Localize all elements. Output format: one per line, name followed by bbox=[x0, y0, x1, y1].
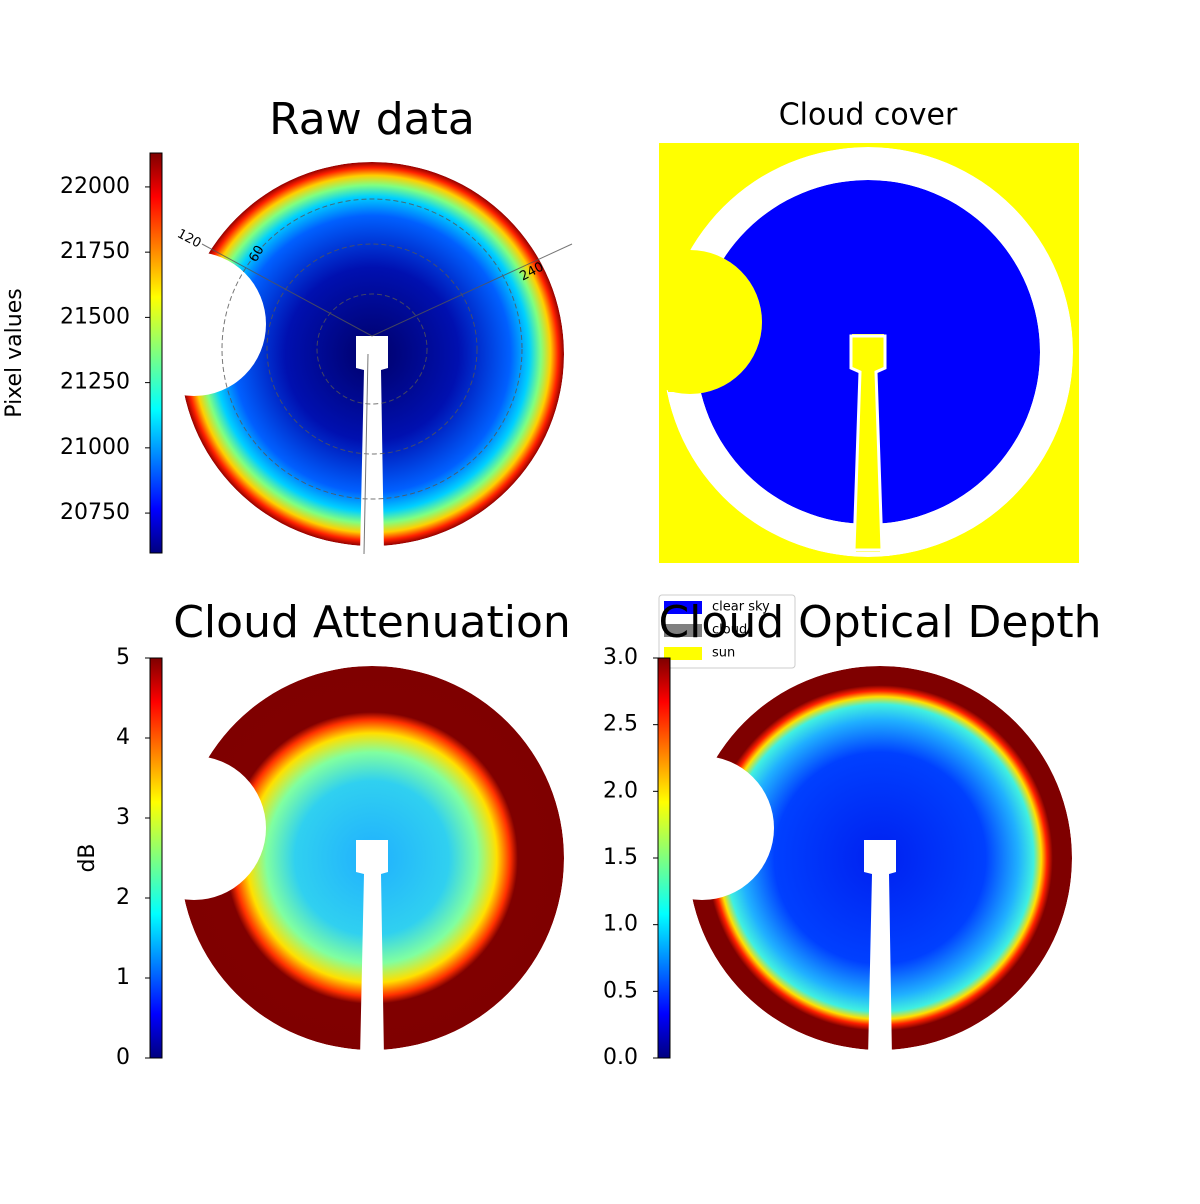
colorbar-tick-label: 3 bbox=[116, 805, 130, 830]
colorbar-tick-label: 2 bbox=[116, 885, 130, 910]
legend-label: cloud bbox=[712, 623, 747, 638]
colorbar-tick-label: 21500 bbox=[60, 304, 130, 329]
sky-image bbox=[180, 666, 564, 1050]
colorbar-tick-label: 21750 bbox=[60, 239, 130, 264]
sky-image bbox=[180, 162, 564, 546]
legend-label: sun bbox=[712, 646, 735, 661]
legend-swatch bbox=[664, 601, 702, 614]
panel-title: Cloud cover bbox=[779, 98, 958, 133]
colorbar-tick-label: 20750 bbox=[60, 500, 130, 525]
sky-image bbox=[688, 666, 1072, 1050]
polar-line bbox=[363, 353, 369, 555]
polar-circle bbox=[316, 293, 428, 405]
polar-grid bbox=[201, 198, 573, 555]
legend-label: clear sky bbox=[712, 600, 770, 615]
panel-title: Raw data bbox=[269, 94, 475, 145]
colorbar-tick-label: 0 bbox=[116, 1045, 130, 1070]
colorbar-tick-label: 1.0 bbox=[603, 912, 638, 937]
colorbar-tick-label: 1 bbox=[116, 965, 130, 990]
colorbar-label: dB bbox=[75, 843, 100, 872]
colorbar bbox=[149, 657, 163, 1059]
colorbar-tick-label: 1.5 bbox=[603, 845, 638, 870]
colorbar-label: Pixel values bbox=[2, 288, 27, 417]
colorbar-tick-label: 4 bbox=[116, 725, 130, 750]
polar-circle bbox=[266, 243, 478, 455]
polar-line bbox=[371, 243, 573, 337]
colorbar-tick-label: 3.0 bbox=[603, 645, 638, 670]
legend-swatch bbox=[664, 647, 702, 660]
colorbar bbox=[657, 657, 671, 1059]
colorbar-tick-label: 2.0 bbox=[603, 778, 638, 803]
colorbar-tick-label: 21250 bbox=[60, 370, 130, 395]
colorbar-tick-label: 2.5 bbox=[603, 712, 638, 737]
legend-swatch bbox=[664, 624, 702, 637]
colorbar-tick-label: 0.5 bbox=[603, 978, 638, 1003]
panel-title: Cloud Attenuation bbox=[173, 597, 571, 648]
polar-label: 120 bbox=[175, 227, 204, 252]
colorbar bbox=[149, 152, 163, 554]
colorbar-tick-label: 5 bbox=[116, 645, 130, 670]
colorbar-tick-label: 21000 bbox=[60, 435, 130, 460]
colorbar-tick-label: 0.0 bbox=[603, 1045, 638, 1070]
polar-label: 60 bbox=[246, 243, 267, 265]
polar-circle bbox=[221, 198, 523, 500]
panel-title: Cloud Optical Depth bbox=[658, 597, 1101, 648]
sun-mast bbox=[849, 334, 887, 552]
colorbar-tick-label: 22000 bbox=[60, 174, 130, 199]
polar-line bbox=[201, 243, 373, 337]
